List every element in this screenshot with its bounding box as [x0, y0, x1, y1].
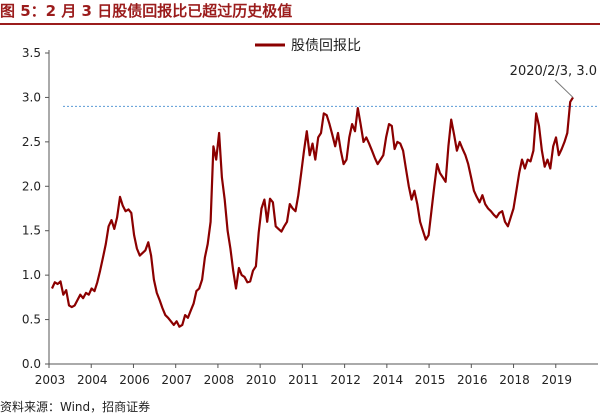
x-tick-label: 2012: [330, 373, 361, 387]
y-tick-label: 3.0: [22, 90, 41, 104]
x-tick-label: 2004: [77, 373, 108, 387]
figure-title: 图 5：2 月 3 日股债回报比已超过历史极值: [0, 2, 293, 20]
annotation-label: 2020/2/3, 3.0: [510, 64, 597, 79]
source-note: 资料来源：Wind，招商证券: [0, 400, 151, 414]
x-tick-label: 2014: [373, 373, 404, 387]
x-tick-label: 2018: [499, 373, 530, 387]
y-tick-label: 0.0: [22, 357, 41, 371]
x-tick-label: 2008: [204, 373, 235, 387]
x-tick-label: 2006: [119, 373, 150, 387]
series-line: [50, 96, 574, 328]
x-tick-label: 2010: [246, 373, 277, 387]
title-divider: [0, 23, 600, 25]
line-chart: 0.0 0.5 1.0 1.5 2.0 2.5 3.0 3.5 2003 2004 2006 2007…: [22, 38, 598, 387]
legend-label: 股债回报比: [291, 38, 361, 54]
x-tick-label: 2007: [161, 373, 192, 387]
y-tick-label: 2.0: [22, 179, 41, 193]
y-tick-label: 1.5: [22, 224, 41, 238]
x-tick-label: 2011: [288, 373, 319, 387]
x-tick-label: 2015: [415, 373, 446, 387]
annotation-leader: [554, 79, 574, 98]
x-tick-label: 2003: [35, 373, 66, 387]
y-tick-label: 0.5: [22, 313, 41, 327]
y-tick-label: 1.0: [22, 268, 41, 282]
x-tick-label: 2016: [457, 373, 488, 387]
x-tick-label: 2019: [541, 373, 572, 387]
y-tick-label: 2.5: [22, 135, 41, 149]
y-tick-label: 3.5: [22, 46, 41, 60]
